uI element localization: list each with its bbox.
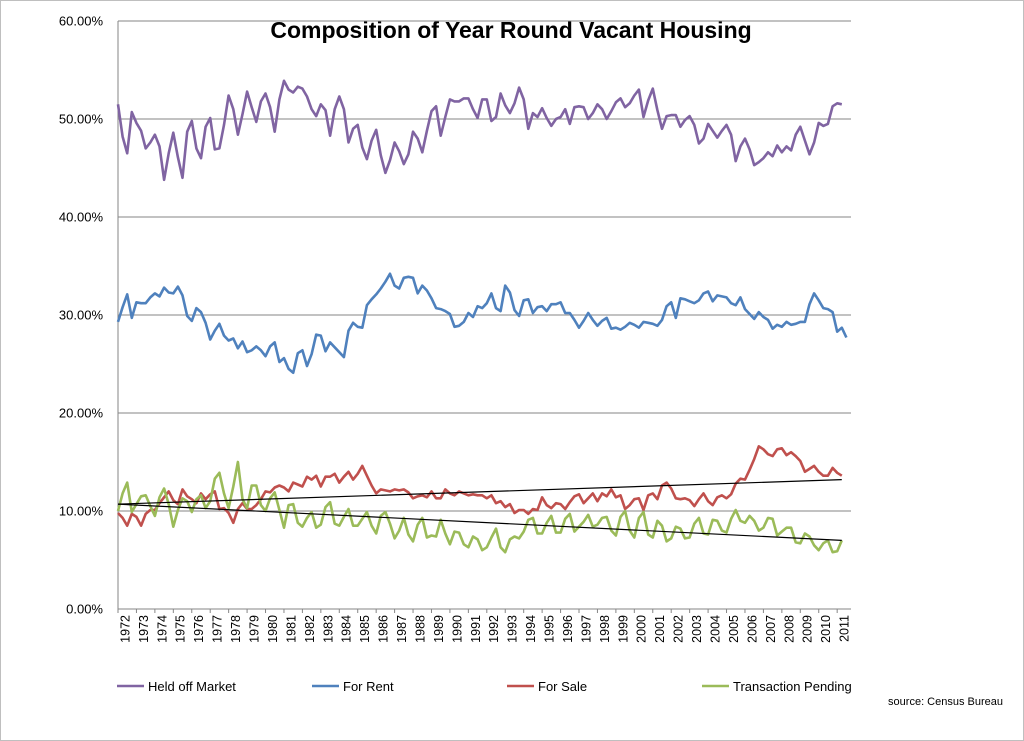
legend-label-transaction-pending: Transaction Pending (733, 679, 852, 694)
x-tick-label: 1993 (506, 615, 520, 643)
x-tick-label: 2011 (838, 615, 852, 642)
x-tick-label: 1972 (118, 615, 132, 643)
x-tick-label: 1989 (432, 615, 446, 643)
y-tick-label: 60.00% (59, 14, 104, 29)
y-tick-label: 30.00% (59, 308, 104, 323)
source-note: source: Census Bureau (888, 696, 1003, 708)
series-line-transaction-pending (116, 460, 843, 554)
x-tick-label: 1973 (137, 615, 151, 643)
x-tick-label: 1997 (579, 615, 593, 643)
y-tick-label: 20.00% (59, 406, 104, 421)
y-tick-label: 40.00% (59, 210, 104, 225)
trendline-for-sale (117, 479, 842, 505)
legend-label-for-sale: For Sale (538, 679, 587, 694)
x-tick-label: 1988 (413, 615, 427, 643)
x-tick-label: 2009 (801, 615, 815, 643)
y-axis-ticks: 0.00% 10.00% 20.00% 30.00% 40.00% 50.00% 60.00… (59, 14, 104, 617)
x-tick-label: 2000 (635, 615, 649, 643)
x-tick-label: 2008 (782, 615, 796, 643)
trendlines (117, 479, 842, 541)
x-tick-label: 1974 (155, 615, 169, 643)
series-lines (116, 79, 848, 554)
series-line-for-sale (117, 445, 843, 527)
x-tick-label: 1982 (303, 615, 317, 643)
x-tick-label: 1995 (543, 615, 557, 643)
x-axis-ticks: 1972 1973 1974 1975 1976 1977 1978 1979 1980 1981… (117, 609, 852, 643)
x-tick-label: 2002 (672, 615, 686, 643)
x-tick-label: 2006 (745, 615, 759, 643)
x-tick-label: 1983 (321, 615, 335, 643)
x-tick-label: 1987 (395, 615, 409, 643)
x-tick-label: 2003 (690, 615, 704, 643)
x-tick-label: 1978 (229, 615, 243, 643)
x-tick-label: 1994 (524, 615, 538, 643)
x-tick-label: 1986 (377, 615, 391, 643)
legend: Held off Market For Rent For Sale Transacti… (117, 679, 852, 694)
trendline-transaction-pending (117, 503, 842, 541)
x-tick-label: 1991 (469, 615, 483, 643)
y-tick-label: 50.00% (59, 112, 104, 127)
x-tick-label: 1996 (561, 615, 575, 643)
legend-label-for-rent: For Rent (343, 679, 394, 694)
x-tick-label: 2007 (764, 615, 778, 643)
x-tick-label: 1985 (358, 615, 372, 643)
x-tick-label: 1976 (192, 615, 206, 643)
series-line-held-off-market (116, 79, 843, 182)
x-tick-label: 2001 (653, 615, 667, 643)
y-tick-label: 10.00% (59, 504, 104, 519)
x-tick-label: 1977 (211, 615, 225, 643)
x-tick-label: 1999 (616, 615, 630, 643)
x-tick-label: 1990 (450, 615, 464, 643)
x-tick-label: 1981 (284, 615, 298, 643)
x-tick-label: 2010 (819, 615, 833, 643)
x-tick-label: 1992 (487, 615, 501, 643)
series-line-for-rent (116, 272, 848, 375)
x-tick-label: 1980 (266, 615, 280, 643)
y-tick-label: 0.00% (66, 602, 103, 617)
x-tick-label: 2004 (709, 615, 723, 643)
x-tick-label: 1984 (340, 615, 354, 643)
legend-label-held-off-market: Held off Market (148, 679, 236, 694)
x-tick-label: 1998 (598, 615, 612, 643)
x-tick-label: 2005 (727, 615, 741, 643)
x-tick-label: 1975 (174, 615, 188, 643)
x-tick-label: 1979 (247, 615, 261, 643)
